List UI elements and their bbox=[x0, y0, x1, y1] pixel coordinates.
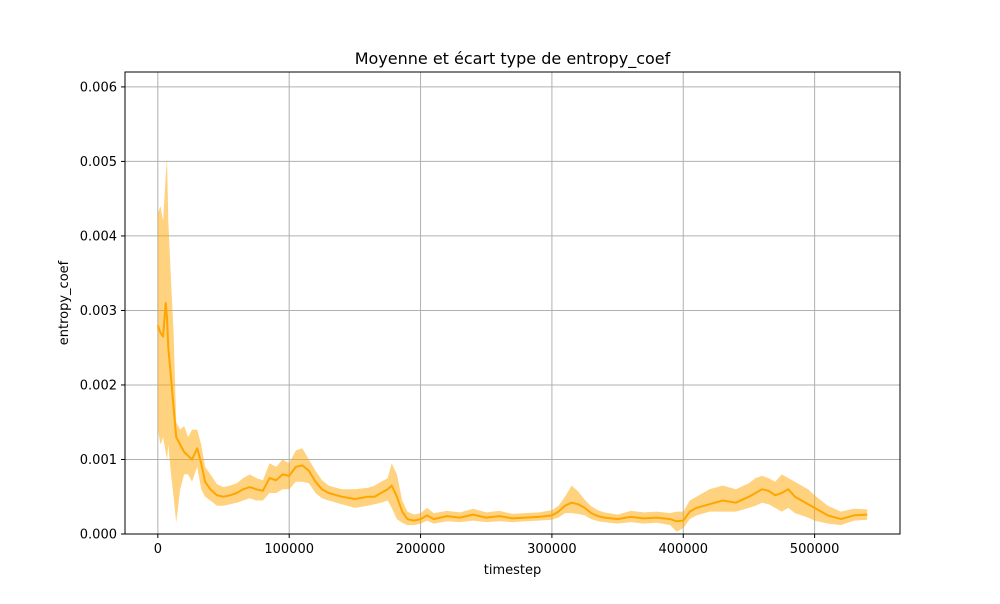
chart-title: Moyenne et écart type de entropy_coef bbox=[355, 49, 671, 69]
plot-area-frame bbox=[124, 71, 901, 535]
y-axis-ticks: 0.000 0.001 0.002 0.003 0.004 0.005 0.006 bbox=[80, 80, 125, 543]
x-axis-ticks: 0 100000 200000 300000 400000 500000 bbox=[154, 534, 840, 557]
y-tick-label: 0.003 bbox=[80, 304, 117, 319]
std-band-layer bbox=[157, 157, 868, 532]
y-tick-label: 0.001 bbox=[80, 453, 117, 468]
y-tick-label: 0.005 bbox=[80, 155, 117, 170]
std-deviation-band bbox=[157, 157, 868, 532]
y-tick-label: 0.004 bbox=[80, 229, 117, 244]
y-tick-label: 0.002 bbox=[80, 378, 117, 393]
x-tick-label: 200000 bbox=[396, 542, 446, 557]
y-tick-label: 0.006 bbox=[80, 80, 117, 95]
x-tick-label: 100000 bbox=[264, 542, 314, 557]
mean-line bbox=[156, 302, 868, 523]
y-tick-label: 0.000 bbox=[80, 528, 117, 543]
grid-lines bbox=[125, 72, 900, 535]
x-tick-label: 0 bbox=[154, 542, 162, 557]
x-axis-label: timestep bbox=[484, 563, 542, 578]
x-tick-label: 500000 bbox=[790, 542, 840, 557]
mean-line-layer bbox=[156, 302, 868, 523]
y-axis-label: entropy_coef bbox=[57, 260, 72, 345]
x-tick-label: 400000 bbox=[658, 542, 708, 557]
x-tick-label: 300000 bbox=[527, 542, 577, 557]
